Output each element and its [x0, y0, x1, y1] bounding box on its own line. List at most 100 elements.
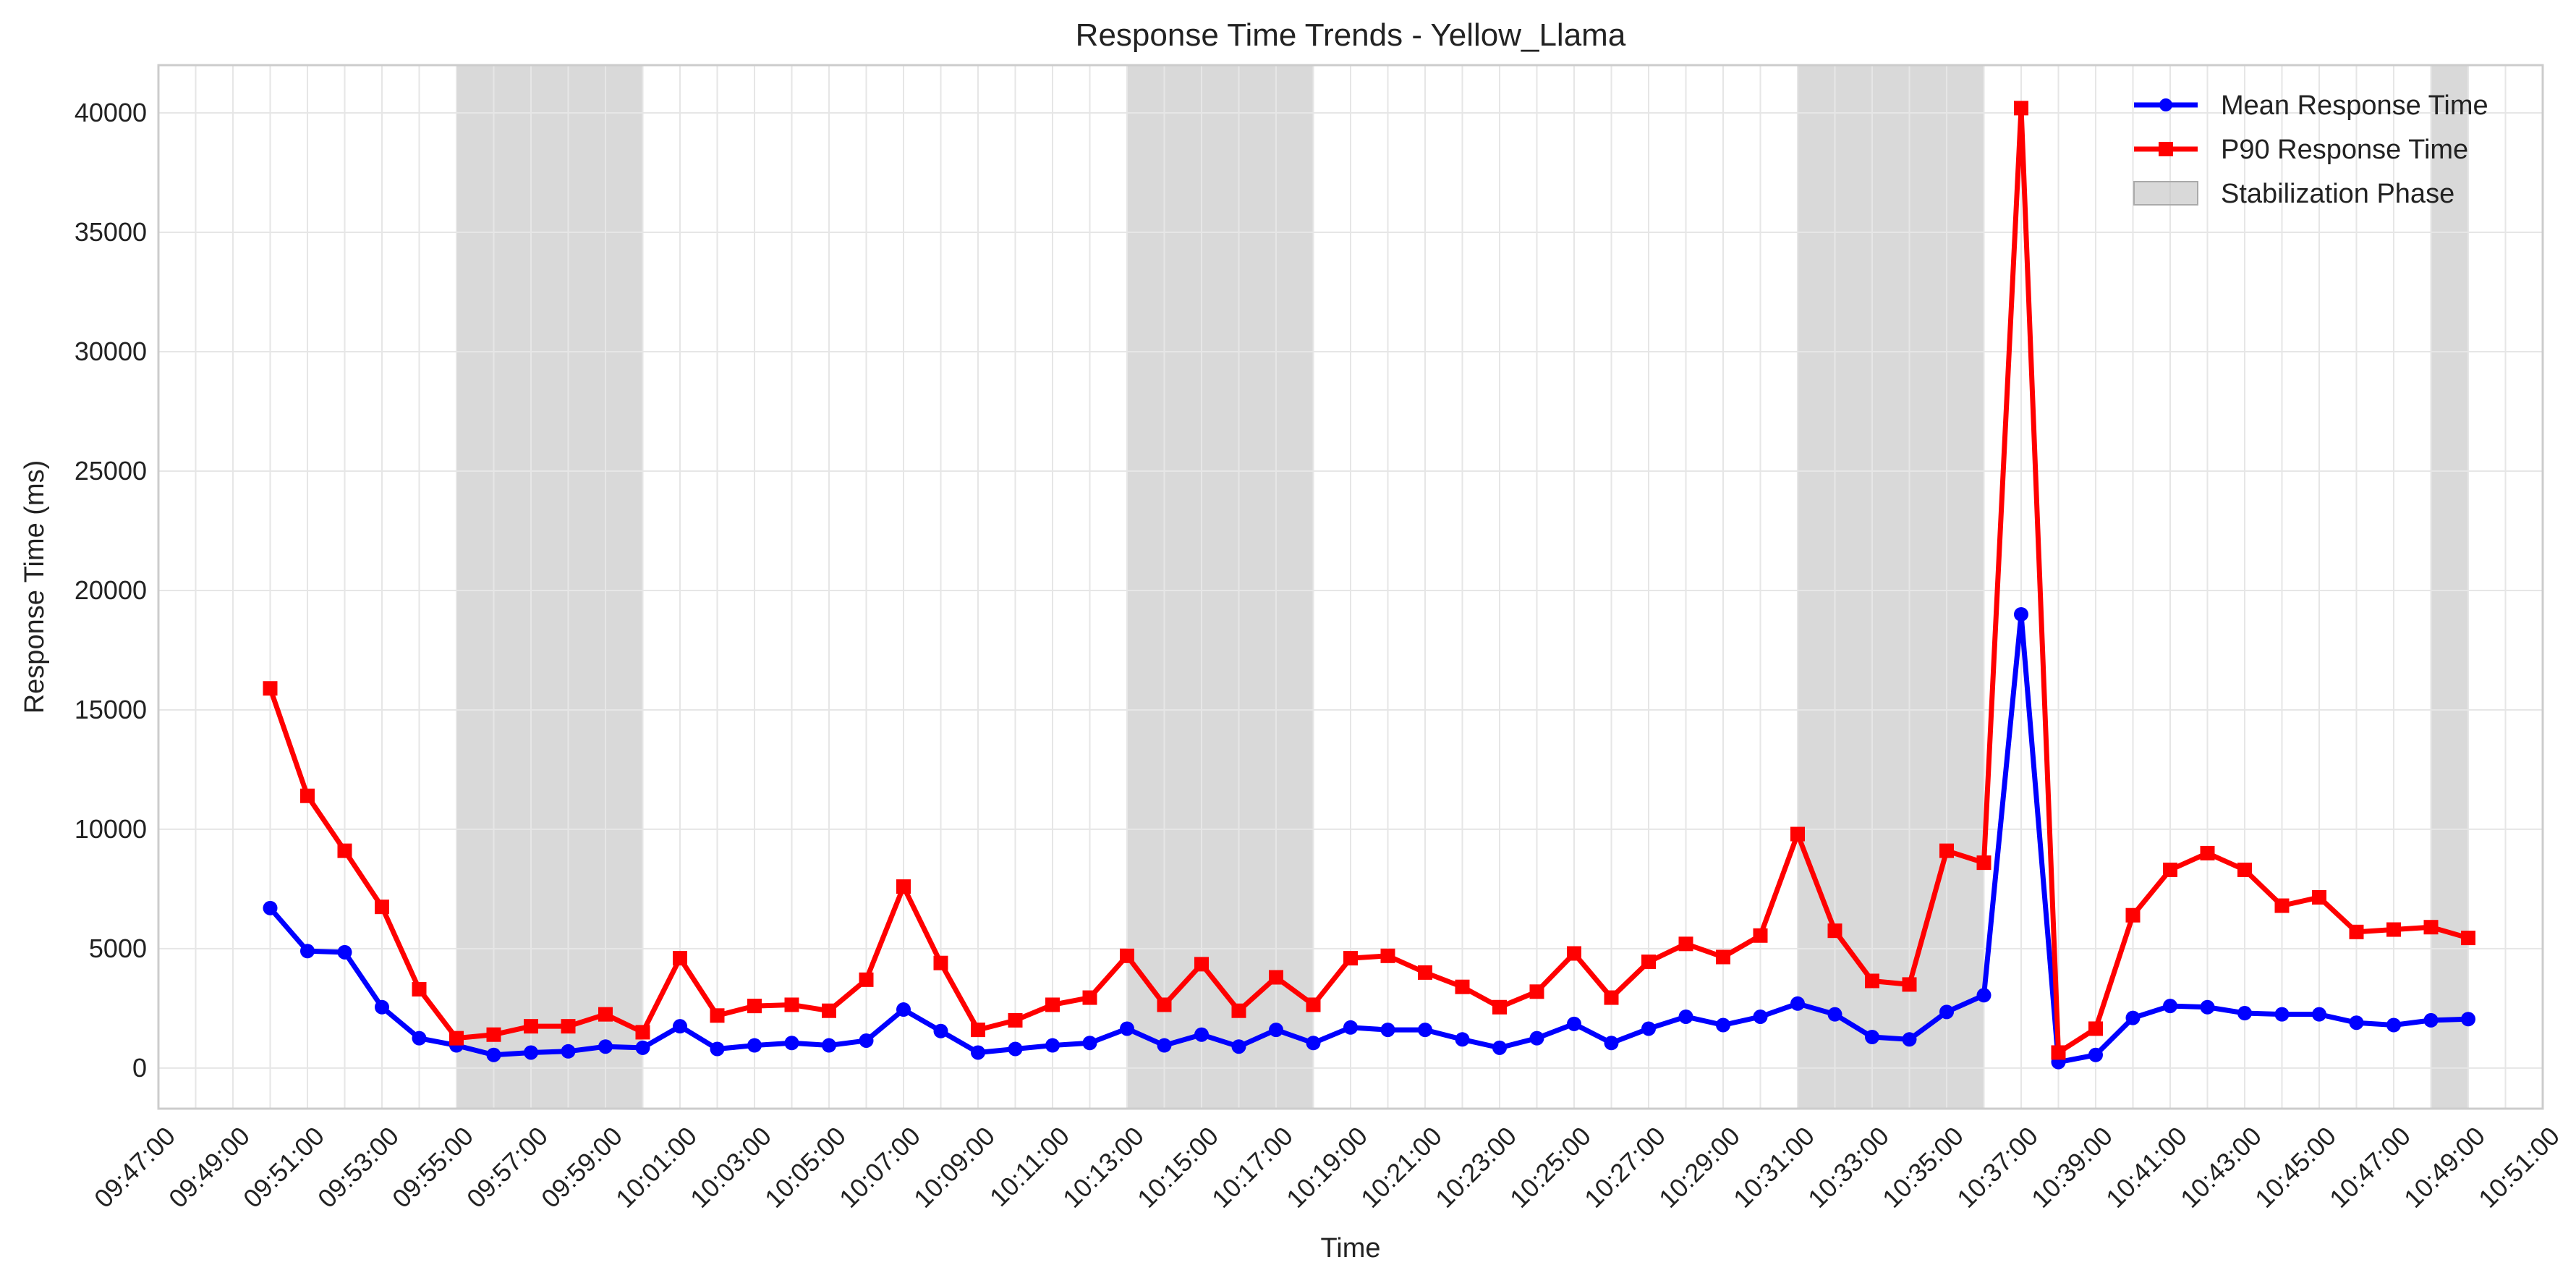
- p90-point-48: [2051, 1045, 2066, 1060]
- mean-point-50: [2125, 1010, 2141, 1025]
- mean-point-51: [2163, 999, 2177, 1014]
- p90-point-53: [2237, 863, 2252, 878]
- mean-point-45: [1939, 1004, 1954, 1020]
- mean-point-2: [337, 944, 352, 960]
- mean-point-39: [1716, 1017, 1730, 1033]
- p90-point-28: [1306, 997, 1321, 1012]
- p90-point-46: [1976, 855, 1991, 871]
- mean-point-49: [2088, 1047, 2103, 1062]
- mean-point-34: [1529, 1031, 1544, 1046]
- p90-point-33: [1492, 999, 1507, 1015]
- mean-point-27: [1269, 1023, 1283, 1038]
- x-tick-label-30: 10:47:00: [2324, 1121, 2416, 1214]
- p90-point-15: [822, 1003, 836, 1018]
- x-tick-label-18: 10:23:00: [1429, 1121, 1522, 1214]
- x-tick-label-13: 10:13:00: [1057, 1121, 1149, 1214]
- mean-point-32: [1455, 1032, 1470, 1047]
- stabilization-band-3: [2431, 65, 2468, 1109]
- mean-point-59: [2461, 1012, 2475, 1027]
- y-tick-label-4: 20000: [75, 575, 147, 605]
- y-tick-label-5: 25000: [75, 456, 147, 486]
- y-axis-label: Response Time (ms): [20, 460, 50, 714]
- legend-p90-marker: [2159, 142, 2173, 156]
- p90-point-57: [2386, 922, 2401, 937]
- x-tick-label-7: 10:01:00: [610, 1121, 702, 1214]
- p90-point-22: [1082, 990, 1097, 1005]
- y-tick-label-1: 5000: [89, 934, 147, 963]
- x-tick-label-27: 10:41:00: [2100, 1121, 2193, 1214]
- mean-point-42: [1827, 1007, 1842, 1022]
- mean-point-38: [1678, 1009, 1693, 1024]
- mean-point-10: [635, 1040, 650, 1055]
- p90-point-59: [2461, 931, 2475, 946]
- mean-point-1: [300, 944, 315, 959]
- x-tick-label-14: 10:15:00: [1131, 1121, 1224, 1214]
- series-layer: [263, 101, 2475, 1070]
- stabilization-band-1: [1127, 65, 1314, 1109]
- legend-mean-marker: [2159, 98, 2172, 111]
- p90-point-2: [337, 843, 352, 858]
- p90-point-4: [412, 982, 427, 997]
- mean-point-30: [1380, 1023, 1395, 1038]
- mean-point-4: [412, 1031, 427, 1046]
- y-axis-ticks: 0 5000 10000 15000 20000 25000 30000 35000 40000: [75, 98, 147, 1083]
- x-tick-label-2: 09:51:00: [237, 1121, 330, 1214]
- p90-point-41: [1790, 826, 1805, 842]
- p90-point-12: [710, 1008, 725, 1023]
- p90-point-49: [2088, 1021, 2103, 1036]
- legend-p90-label: P90 Response Time: [2221, 135, 2468, 165]
- mean-point-9: [598, 1039, 613, 1054]
- mean-point-13: [747, 1038, 762, 1053]
- p90-point-54: [2274, 898, 2290, 913]
- mean-point-6: [486, 1047, 501, 1062]
- x-tick-label-4: 09:55:00: [386, 1121, 479, 1214]
- p90-point-45: [1939, 843, 1954, 858]
- x-tick-label-24: 10:35:00: [1876, 1121, 1969, 1214]
- x-tick-label-31: 10:49:00: [2398, 1121, 2491, 1214]
- mean-point-54: [2274, 1007, 2290, 1022]
- mean-point-24: [1157, 1038, 1172, 1053]
- p90-point-34: [1529, 984, 1544, 999]
- legend-mean-label: Mean Response Time: [2221, 90, 2488, 121]
- mean-point-8: [561, 1044, 576, 1059]
- x-tick-label-25: 10:37:00: [1951, 1121, 2044, 1214]
- p90-point-13: [747, 999, 762, 1014]
- x-tick-label-10: 10:07:00: [833, 1121, 926, 1214]
- x-tick-label-16: 10:19:00: [1280, 1121, 1373, 1214]
- mean-point-47: [2014, 606, 2028, 622]
- p90-point-38: [1678, 936, 1693, 952]
- mean-point-23: [1120, 1021, 1134, 1036]
- mean-point-56: [2349, 1015, 2364, 1031]
- p90-point-18: [933, 955, 948, 970]
- x-tick-label-9: 10:05:00: [759, 1121, 851, 1214]
- mean-point-11: [673, 1019, 687, 1034]
- p90-point-9: [598, 1007, 613, 1022]
- p90-point-32: [1455, 979, 1470, 994]
- x-tick-label-22: 10:31:00: [1727, 1121, 1820, 1214]
- p90-point-19: [971, 1023, 985, 1038]
- mean-point-20: [1008, 1041, 1023, 1057]
- mean-point-37: [1641, 1021, 1656, 1036]
- mean-point-35: [1567, 1016, 1581, 1031]
- mean-point-44: [1902, 1032, 1917, 1047]
- mean-point-52: [2200, 999, 2215, 1015]
- p90-point-39: [1716, 949, 1730, 965]
- mean-point-22: [1082, 1036, 1097, 1051]
- mean-point-16: [859, 1033, 874, 1048]
- mean-point-0: [263, 900, 278, 915]
- p90-point-55: [2312, 889, 2326, 905]
- stabilization-band-2: [1798, 65, 1984, 1109]
- p90-point-58: [2423, 920, 2439, 935]
- p90-point-7: [524, 1019, 538, 1034]
- y-tick-label-8: 40000: [75, 98, 147, 127]
- mean-point-29: [1343, 1020, 1358, 1035]
- p90-point-0: [263, 681, 278, 696]
- x-tick-label-6: 09:59:00: [535, 1121, 628, 1214]
- legend: Mean Response Time P90 Response Time Sta…: [2133, 90, 2488, 209]
- p90-point-47: [2014, 101, 2028, 116]
- p90-point-40: [1753, 928, 1768, 943]
- x-tick-label-29: 10:45:00: [2249, 1121, 2342, 1214]
- p90-point-8: [561, 1019, 576, 1034]
- p90-point-29: [1343, 951, 1358, 966]
- stabilization-band-0: [456, 65, 643, 1109]
